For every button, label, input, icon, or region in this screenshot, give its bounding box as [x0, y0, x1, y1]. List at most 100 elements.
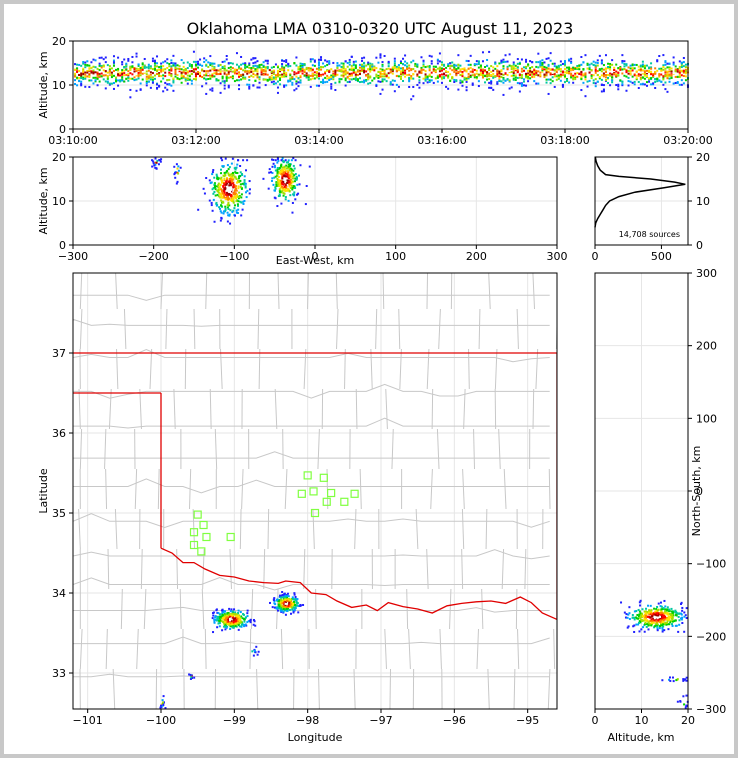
source-mark: [78, 73, 81, 76]
source-mark: [276, 161, 279, 164]
source-mark: [225, 76, 228, 79]
source-mark: [422, 65, 425, 68]
source-mark: [506, 65, 509, 68]
source-mark: [311, 72, 314, 75]
source-mark: [541, 59, 544, 62]
source-mark: [303, 68, 306, 71]
county-line: [463, 388, 466, 430]
source-mark: [236, 181, 239, 184]
source-mark: [377, 70, 380, 73]
source-mark: [172, 62, 175, 65]
source-mark: [294, 198, 297, 201]
source-mark: [170, 67, 173, 70]
source-mark: [283, 60, 286, 63]
source-mark: [170, 74, 173, 77]
source-mark: [311, 71, 314, 74]
source-mark: [346, 61, 349, 64]
source-mark: [434, 69, 437, 72]
source-mark: [168, 71, 171, 74]
source-mark: [492, 76, 495, 79]
source-mark: [258, 86, 261, 89]
source-mark: [680, 74, 683, 77]
source-mark: [363, 61, 366, 64]
source-mark: [682, 679, 685, 682]
source-mark: [662, 64, 665, 67]
county-line: [173, 388, 176, 430]
source-mark: [235, 71, 238, 74]
station-marker: [189, 540, 199, 550]
source-mark: [676, 678, 679, 681]
source-mark: [282, 181, 285, 184]
source-mark: [338, 80, 341, 83]
source-mark: [80, 82, 83, 85]
source-mark: [665, 608, 668, 611]
source-mark: [232, 197, 235, 200]
source-mark: [281, 66, 284, 69]
source-mark: [285, 64, 288, 67]
source-mark: [383, 69, 386, 72]
source-mark: [237, 208, 240, 211]
source-mark: [243, 199, 246, 202]
source-mark: [266, 67, 269, 70]
source-mark: [326, 63, 329, 66]
source-mark: [287, 199, 290, 202]
source-mark: [645, 607, 648, 610]
source-mark: [633, 616, 636, 619]
source-mark: [678, 67, 681, 70]
source-mark: [203, 57, 206, 60]
source-mark: [426, 75, 429, 78]
source-mark: [469, 70, 472, 73]
source-mark: [412, 68, 415, 71]
source-mark: [174, 70, 177, 73]
source-mark: [235, 68, 238, 71]
source-mark: [662, 75, 665, 78]
x-tick-label: −100: [146, 714, 176, 727]
source-mark: [278, 194, 281, 197]
source-mark: [671, 623, 674, 626]
source-mark: [229, 614, 232, 617]
y-tick-label: 20: [52, 151, 66, 164]
source-mark: [522, 80, 525, 83]
source-mark: [228, 175, 231, 178]
source-mark: [139, 74, 142, 77]
source-mark: [156, 73, 159, 76]
source-mark: [264, 70, 267, 73]
source-mark: [502, 78, 505, 81]
source-mark: [117, 67, 120, 70]
source-mark: [500, 70, 503, 73]
source-mark: [236, 615, 239, 618]
source-mark: [625, 69, 628, 72]
source-mark: [547, 92, 550, 95]
source-mark: [496, 73, 499, 76]
county-line: [105, 628, 108, 670]
source-mark: [600, 78, 603, 81]
source-mark: [121, 71, 124, 74]
source-mark: [508, 71, 511, 74]
source-mark: [664, 605, 667, 608]
source-mark: [675, 624, 678, 627]
source-mark: [428, 69, 431, 72]
source-mark: [106, 81, 109, 84]
source-mark: [584, 54, 587, 57]
source-mark: [475, 63, 478, 66]
source-mark: [240, 615, 243, 618]
source-mark: [223, 613, 226, 616]
source-mark: [481, 74, 484, 77]
source-mark: [549, 73, 552, 76]
source-mark: [228, 613, 231, 616]
source-mark: [330, 68, 333, 71]
source-mark: [557, 74, 560, 77]
source-mark: [296, 602, 299, 605]
source-mark: [663, 622, 666, 625]
source-mark: [522, 66, 525, 69]
source-mark: [665, 623, 668, 626]
source-mark: [508, 64, 511, 67]
source-mark: [637, 74, 640, 77]
source-mark: [484, 70, 487, 73]
source-mark: [224, 171, 227, 174]
source-mark: [522, 84, 525, 87]
source-mark: [78, 63, 81, 66]
source-mark: [108, 83, 111, 86]
source-mark: [584, 72, 587, 75]
source-mark: [643, 617, 646, 620]
